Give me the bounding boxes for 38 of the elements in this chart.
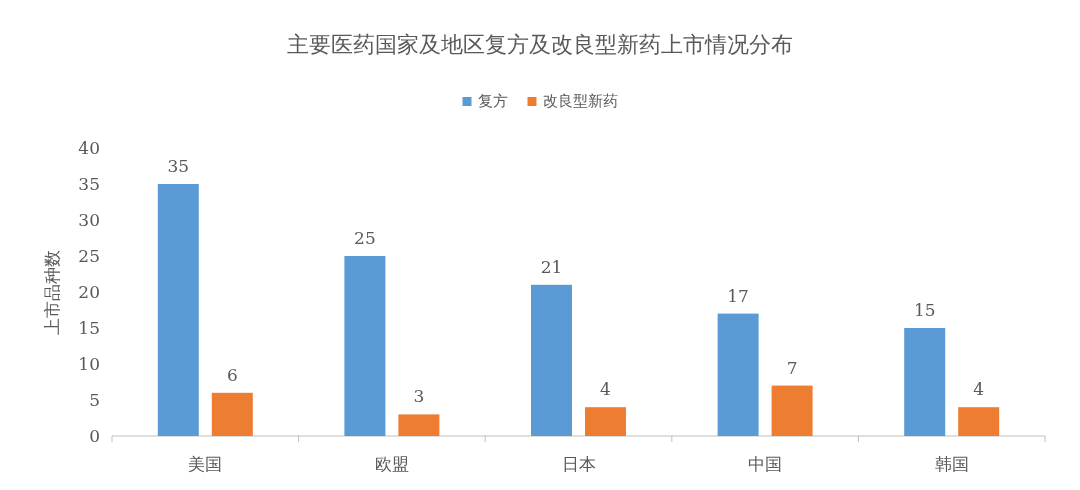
bar (717, 313, 759, 436)
y-tick-label: 30 (78, 210, 100, 230)
bar (344, 256, 386, 436)
legend-label: 复方 (477, 92, 508, 110)
bar (211, 392, 253, 436)
y-tick-label: 0 (89, 426, 100, 446)
x-tick-label: 日本 (561, 454, 596, 474)
bar (585, 407, 626, 436)
y-tick-label: 5 (89, 390, 100, 410)
bar (958, 407, 1000, 436)
data-label: 15 (913, 300, 936, 320)
y-tick-label: 20 (78, 282, 100, 302)
bar (398, 414, 440, 436)
legend-label: 改良型新药 (542, 92, 618, 110)
y-tick-label: 40 (78, 138, 100, 158)
bar (771, 385, 813, 436)
y-axis-title: 上市品种数 (42, 249, 62, 335)
y-tick-label: 25 (78, 246, 100, 266)
data-label: 6 (226, 364, 238, 385)
bar (904, 328, 946, 436)
x-tick-label: 美国 (188, 454, 223, 474)
bar (531, 284, 572, 436)
y-tick-label: 15 (78, 318, 100, 338)
data-label: 17 (727, 285, 749, 306)
data-label: 21 (540, 256, 563, 277)
data-label: 7 (786, 357, 798, 378)
x-tick-label: 欧盟 (374, 454, 409, 474)
data-label: 3 (413, 386, 425, 407)
data-label: 35 (167, 156, 190, 176)
y-tick-label: 10 (78, 354, 100, 374)
x-tick-label: 中国 (748, 454, 783, 474)
y-tick-label: 35 (78, 174, 100, 194)
x-tick-label: 韩国 (934, 454, 969, 474)
chart-title: 主要医药国家及地区复方及改良型新药上市情况分布 (287, 32, 793, 57)
data-label: 4 (600, 379, 611, 400)
bar (157, 184, 199, 436)
data-label: 25 (354, 228, 376, 248)
data-label: 4 (973, 379, 985, 400)
